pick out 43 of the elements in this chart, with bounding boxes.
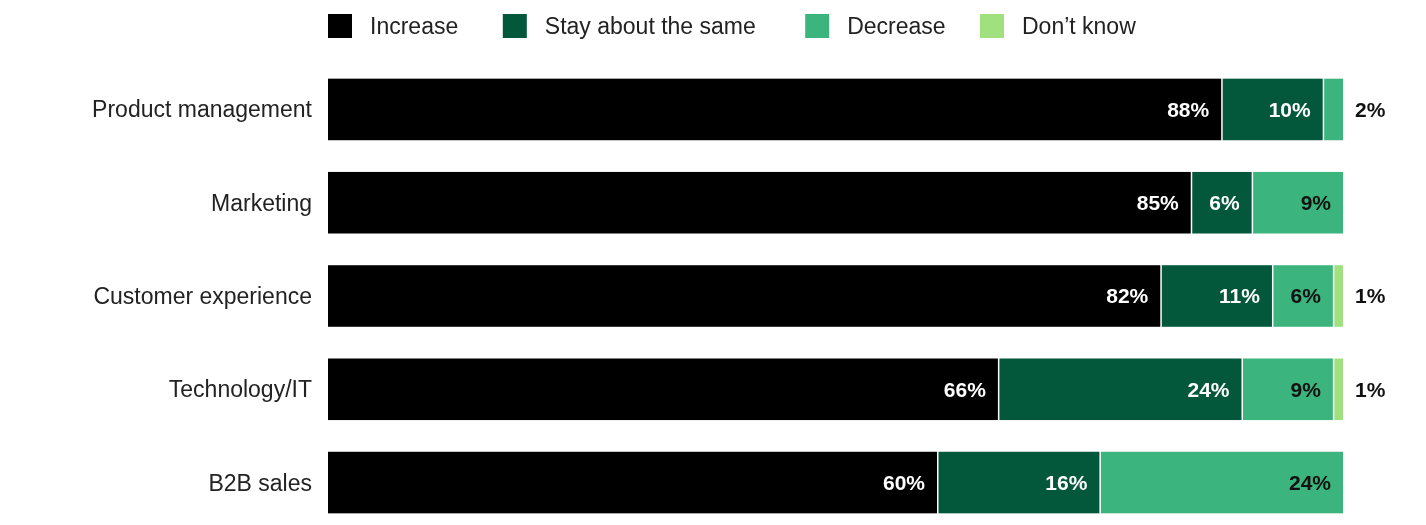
legend-label: Don’t know — [1022, 13, 1137, 40]
bar — [1273, 265, 1333, 327]
bar — [999, 358, 1242, 421]
data-label: 60% — [882, 470, 926, 494]
bar — [938, 451, 1100, 514]
legend-label: Increase — [370, 13, 459, 40]
data-label: 9% — [1290, 377, 1322, 401]
bar — [1222, 78, 1323, 141]
data-label: 16% — [1045, 470, 1088, 494]
legend-label: Decrease — [847, 13, 946, 40]
bar — [328, 78, 1222, 141]
y-tick-label: Technology/IT — [168, 376, 312, 403]
y-tick-label: Customer experience — [93, 283, 312, 310]
data-label: 88% — [1167, 97, 1210, 121]
bar — [328, 171, 1191, 234]
data-label: 1% — [1355, 284, 1386, 308]
bar — [328, 358, 998, 421]
y-tick-label: B2B sales — [208, 469, 312, 496]
bar — [1192, 171, 1252, 234]
legend-label: Stay about the same — [544, 13, 756, 40]
y-tick-label: Marketing — [211, 189, 312, 216]
bar — [1334, 358, 1343, 421]
data-label: 11% — [1219, 284, 1261, 308]
data-label: 2% — [1355, 97, 1386, 121]
bar — [1334, 265, 1343, 327]
bar — [1324, 78, 1343, 141]
y-tick-label: Product management — [92, 96, 313, 123]
data-label: 6% — [1209, 191, 1240, 215]
bar — [1100, 451, 1343, 514]
data-label: 24% — [1187, 377, 1230, 401]
data-label: 6% — [1290, 284, 1322, 308]
bar — [1161, 265, 1272, 327]
data-label: 82% — [1106, 284, 1149, 308]
bar — [1243, 358, 1333, 421]
data-label: 24% — [1288, 470, 1332, 494]
bar — [328, 265, 1161, 327]
data-label: 66% — [943, 377, 987, 401]
bar — [328, 451, 937, 514]
data-label: 10% — [1268, 97, 1312, 121]
data-label: 85% — [1136, 191, 1180, 215]
data-label: 9% — [1300, 191, 1332, 215]
bar — [1253, 171, 1343, 234]
data-label: 1% — [1355, 377, 1386, 401]
